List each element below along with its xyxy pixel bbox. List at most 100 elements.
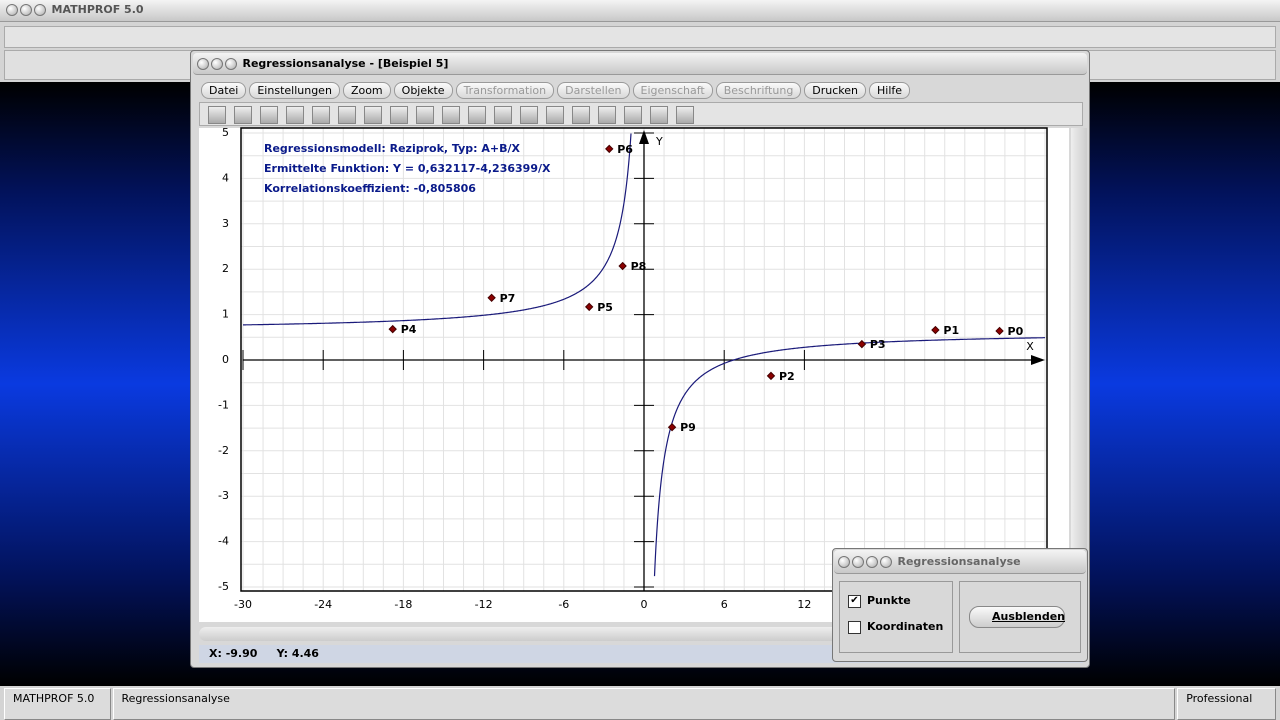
regression-curve: [243, 133, 1045, 577]
status-app: MATHPROF 5.0: [4, 688, 111, 720]
point-label: P8: [631, 260, 647, 273]
tool[interactable]: [676, 106, 694, 124]
tool[interactable]: [624, 106, 642, 124]
point-label: P6: [617, 143, 633, 156]
y-tick-label: -3: [218, 489, 229, 502]
menu-item: Darstellen: [557, 81, 630, 99]
x-tick-label: -12: [475, 598, 493, 611]
app-title: MATHPROF 5.0: [51, 3, 144, 16]
point-label: P7: [500, 292, 516, 305]
statusbar: MATHPROF 5.0 Regressionsanalyse Professi…: [0, 686, 1280, 720]
y-tick-label: 2: [222, 262, 229, 275]
menu-item[interactable]: Drucken: [804, 81, 867, 99]
window-titlebar: Regressionsanalyse - [Beispiel 5]: [193, 53, 1087, 75]
y-tick-label: 3: [222, 217, 229, 230]
x-tick-label: -18: [394, 598, 412, 611]
tool[interactable]: [364, 106, 382, 124]
data-point: [584, 302, 594, 312]
tool[interactable]: [416, 106, 434, 124]
y-tick-label: -4: [218, 535, 229, 548]
y-tick-label: -2: [218, 444, 229, 457]
tool[interactable]: [468, 106, 486, 124]
menu-item[interactable]: Hilfe: [869, 81, 911, 99]
y-tick-label: -1: [218, 398, 229, 411]
x-axis-label: X: [1026, 340, 1034, 353]
point-label: P5: [597, 301, 613, 314]
app-titlebar: MATHPROF 5.0: [0, 0, 1280, 22]
data-point: [388, 324, 397, 334]
tool[interactable]: [494, 106, 512, 124]
menu-item[interactable]: Objekte: [393, 81, 453, 99]
tool[interactable]: [260, 106, 278, 124]
data-point: [618, 261, 627, 271]
tool[interactable]: [650, 106, 668, 124]
data-point: [667, 422, 677, 432]
point-label: P2: [779, 370, 795, 383]
y-arrow: [639, 130, 649, 144]
data-point: [605, 144, 614, 154]
tool[interactable]: [286, 106, 304, 124]
menu-item[interactable]: Einstellungen: [249, 81, 340, 99]
tool[interactable]: [572, 106, 590, 124]
tool[interactable]: [520, 106, 538, 124]
menu-item[interactable]: Datei: [201, 81, 247, 99]
tool[interactable]: [208, 106, 226, 124]
window-title: Regressionsanalyse - [Beispiel 5]: [242, 57, 449, 70]
button-panel: Ausblenden: [959, 581, 1081, 653]
option[interactable]: ✔ Punkte: [848, 594, 911, 608]
dialog-titlebar: Regressionsanalyse: [834, 550, 1086, 574]
menu-item[interactable]: Zoom: [342, 81, 391, 99]
option[interactable]: Koordinaten: [848, 620, 943, 634]
data-point: [487, 293, 496, 303]
menu-item: Transformation: [455, 81, 555, 99]
tool[interactable]: [546, 106, 564, 124]
hide-button[interactable]: Ausblenden: [969, 606, 1065, 628]
app-toolbar: [4, 26, 1276, 48]
x-tick-label: 6: [721, 598, 728, 611]
tool[interactable]: [338, 106, 356, 124]
x-tick-label: 0: [641, 598, 648, 611]
checkbox[interactable]: ✔: [848, 594, 861, 608]
menu-bar: Datei Einstellungen Zoom Objekte Transformat…: [201, 80, 1081, 100]
annotation: Korrelationskoeffizient: -0,805806: [264, 182, 476, 195]
y-tick-label: 0: [222, 353, 229, 366]
point-label: P0: [1008, 325, 1024, 338]
y-tick-label: 4: [222, 171, 229, 184]
x-tick-label: -30: [234, 598, 252, 611]
y-tick-label: 5: [222, 126, 229, 139]
dialog-title: Regressionsanalyse: [897, 555, 1021, 568]
annotations: Regressionsmodell: Reziprok, Typ: A+B/X E…: [264, 142, 551, 195]
data-point: [857, 339, 867, 349]
status-module: Regressionsanalyse: [112, 688, 1176, 720]
tool[interactable]: [390, 106, 408, 124]
point-label: P4: [401, 323, 417, 336]
checkbox[interactable]: [848, 620, 861, 634]
y-tick-label: 1: [222, 308, 229, 321]
annotation: Regressionsmodell: Reziprok, Typ: A+B/X: [264, 142, 521, 155]
x-arrow: [1031, 355, 1045, 365]
point-label: P9: [680, 421, 696, 434]
status-edition: Professional: [1177, 688, 1276, 720]
option-label: Koordinaten: [867, 620, 944, 633]
tool[interactable]: [598, 106, 616, 124]
tool[interactable]: [312, 106, 330, 124]
v-scrollbar[interactable]: [1071, 128, 1087, 622]
data-point: [995, 326, 1004, 336]
dialog: Regressionsanalyse ✔ Punkte Koordinaten Au…: [832, 548, 1088, 662]
toolbar: [199, 102, 1083, 126]
y-axis-label: Y: [655, 135, 663, 148]
tool[interactable]: [234, 106, 252, 124]
menu-item: Beschriftung: [715, 81, 802, 99]
x-tick-label: -24: [314, 598, 332, 611]
status-x: X: -9.90: [209, 647, 258, 660]
status-y: Y: 4.46: [276, 647, 319, 660]
point-label: P1: [943, 324, 959, 337]
options: ✔ Punkte Koordinaten: [839, 581, 953, 653]
annotation: Ermittelte Funktion: Y = 0,632117-4,2363…: [264, 162, 551, 175]
y-tick-label: -5: [218, 580, 229, 593]
tool[interactable]: [442, 106, 460, 124]
x-tick-label: 12: [797, 598, 811, 611]
option-label: Punkte: [867, 594, 911, 607]
